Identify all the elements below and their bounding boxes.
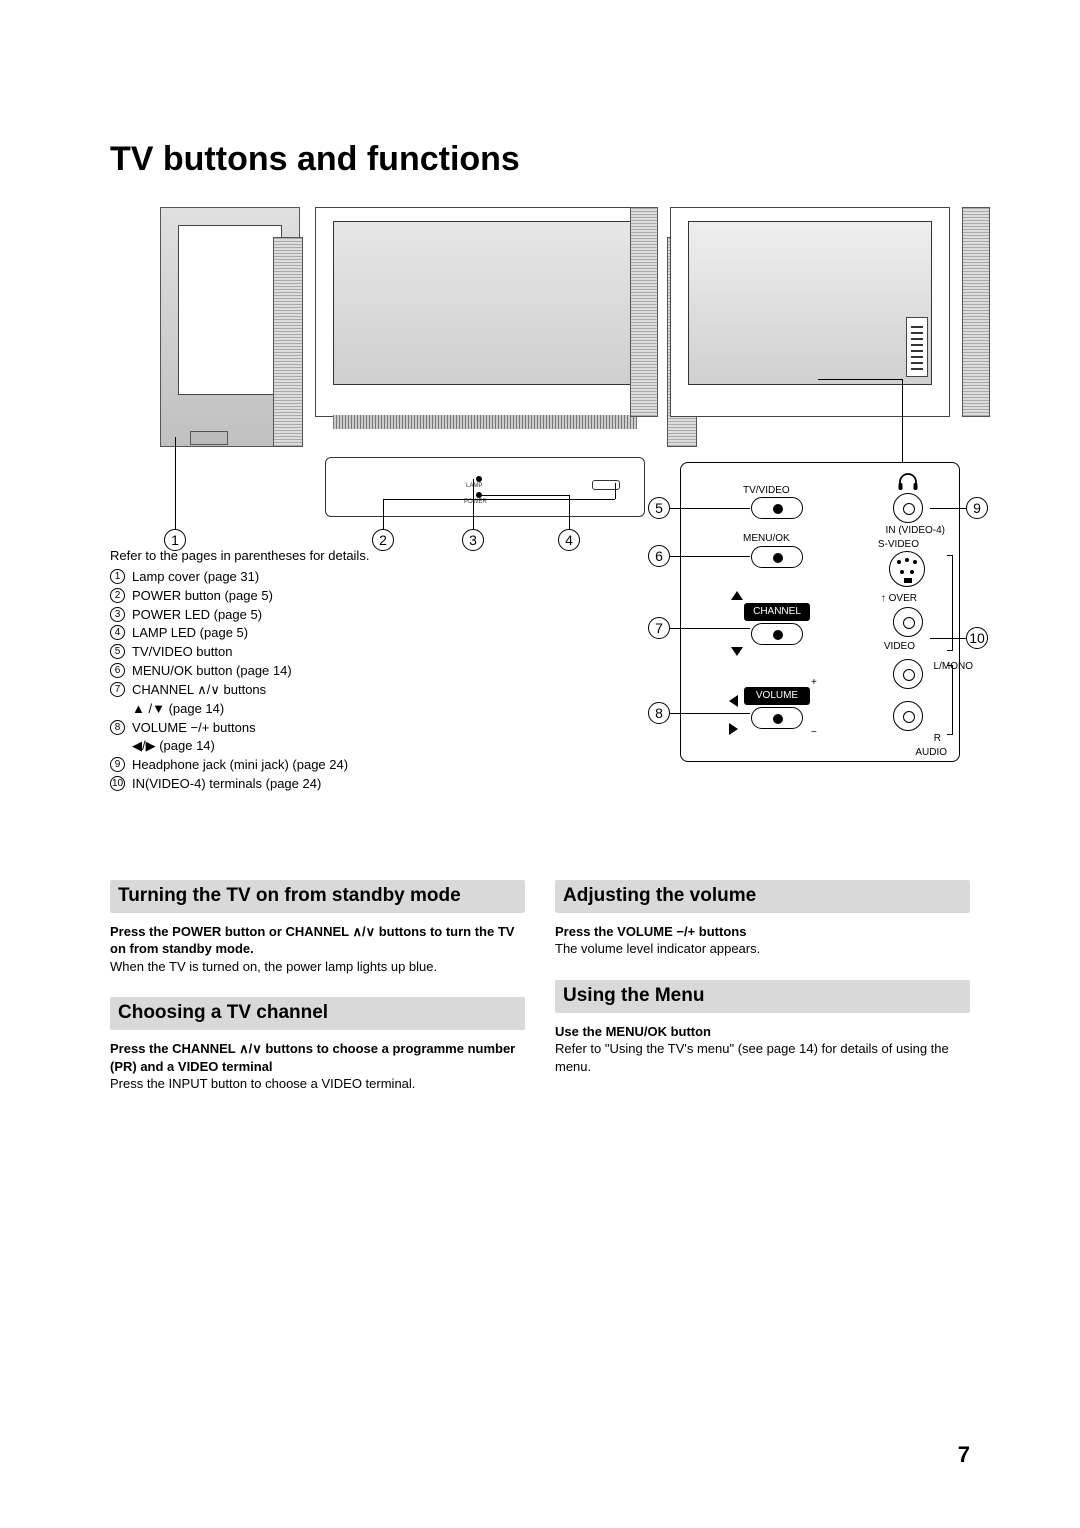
reference-number: 4 <box>110 625 125 640</box>
side-panel-detail: TV/VIDEO IN (VIDEO-4) MENU/OK S-VIDEO CH… <box>680 462 960 762</box>
callout-7: 7 <box>648 617 670 639</box>
reference-item: 9 Headphone jack (mini jack) (page 24) <box>110 756 570 775</box>
reference-text: POWER button (page 5) <box>132 588 273 603</box>
invideo4-label: IN (VIDEO-4) <box>886 525 945 536</box>
reference-number: 5 <box>110 644 125 659</box>
section-bold: Press the VOLUME −/+ buttons <box>555 923 970 941</box>
r-jack <box>893 701 923 731</box>
svideo-jack <box>889 551 925 587</box>
reference-item: 5 TV/VIDEO button <box>110 643 570 662</box>
reference-item: 7 CHANNEL ∧/∨ buttons▲ /▼ (page 14) <box>110 681 570 719</box>
page-number: 7 <box>958 1442 970 1468</box>
reference-item: 6 MENU/OK button (page 14) <box>110 662 570 681</box>
callout-8: 8 <box>648 702 670 724</box>
reference-number: 7 <box>110 682 125 697</box>
headphone-icon <box>897 471 919 493</box>
section-heading: Using the Menu <box>555 980 970 1013</box>
reference-intro: Refer to the pages in parentheses for de… <box>110 547 570 566</box>
reference-number: 8 <box>110 720 125 735</box>
tvvideo-label: TV/VIDEO <box>743 485 790 496</box>
section-volume: Adjusting the volume Press the VOLUME −/… <box>555 880 970 958</box>
volume-label: VOLUME <box>744 687 810 705</box>
reference-item: 3 POWER LED (page 5) <box>110 606 570 625</box>
section-bold: Press the CHANNEL ∧/∨ buttons to choose … <box>110 1040 525 1075</box>
reference-text: LAMP LED (page 5) <box>132 625 248 640</box>
section-heading: Turning the TV on from standby mode <box>110 880 525 913</box>
reference-text: Headphone jack (mini jack) (page 24) <box>132 757 348 772</box>
reference-list: Refer to the pages in parentheses for de… <box>110 547 570 794</box>
reference-number: 9 <box>110 757 125 772</box>
video-jack <box>893 607 923 637</box>
menuok-label: MENU/OK <box>743 533 790 544</box>
tv-center-illustration <box>315 207 655 447</box>
reference-number: 1 <box>110 569 125 584</box>
tv-right-illustration <box>670 207 950 447</box>
volume-button <box>751 707 803 729</box>
reference-text: CHANNEL ∧/∨ buttons▲ /▼ (page 14) <box>132 682 266 716</box>
video-label: VIDEO <box>884 641 915 652</box>
section-menu: Using the Menu Use the MENU/OK button Re… <box>555 980 970 1075</box>
reference-text: Lamp cover (page 31) <box>132 569 259 584</box>
svideo-label: S-VIDEO <box>878 539 919 550</box>
reference-item: 2 POWER button (page 5) <box>110 587 570 606</box>
figure-area: LAMP POWER 1 2 3 4 TV/VIDEO IN (VIDEO <box>110 207 970 777</box>
reference-item: 4 LAMP LED (page 5) <box>110 624 570 643</box>
reference-number: 6 <box>110 663 125 678</box>
reference-number: 3 <box>110 607 125 622</box>
lmono-label: L/MONO <box>934 661 973 672</box>
section-standby: Turning the TV on from standby mode Pres… <box>110 880 525 975</box>
over-label: ↑ OVER <box>881 593 917 604</box>
section-heading: Choosing a TV channel <box>110 997 525 1030</box>
section-channel: Choosing a TV channel Press the CHANNEL … <box>110 997 525 1092</box>
r-label: R <box>934 733 941 744</box>
callout-9: 9 <box>966 497 988 519</box>
section-body: Press the INPUT button to choose a VIDEO… <box>110 1075 525 1093</box>
front-panel-detail: LAMP POWER <box>325 457 645 517</box>
reference-text: POWER LED (page 5) <box>132 607 262 622</box>
section-heading: Adjusting the volume <box>555 880 970 913</box>
callout-5: 5 <box>648 497 670 519</box>
callout-6: 6 <box>648 545 670 567</box>
reference-text: TV/VIDEO button <box>132 644 232 659</box>
section-bold: Use the MENU/OK button <box>555 1023 970 1041</box>
reference-item: 10 IN(VIDEO-4) terminals (page 24) <box>110 775 570 794</box>
reference-number: 10 <box>110 776 125 791</box>
section-bold: Press the POWER button or CHANNEL ∧/∨ bu… <box>110 923 525 958</box>
reference-item: 8 VOLUME −/+ buttons◀/▶ (page 14) <box>110 719 570 757</box>
lmono-jack <box>893 659 923 689</box>
callout-10: 10 <box>966 627 988 649</box>
menuok-button <box>751 546 803 568</box>
channel-label: CHANNEL <box>744 603 810 621</box>
audio-label: AUDIO <box>915 747 947 758</box>
reference-text: MENU/OK button (page 14) <box>132 663 292 678</box>
tvvideo-button <box>751 497 803 519</box>
reference-number: 2 <box>110 588 125 603</box>
reference-text: IN(VIDEO-4) terminals (page 24) <box>132 776 321 791</box>
channel-button <box>751 623 803 645</box>
page-title: TV buttons and functions <box>110 140 970 179</box>
reference-text: VOLUME −/+ buttons◀/▶ (page 14) <box>132 720 256 754</box>
section-body: The volume level indicator appears. <box>555 940 970 958</box>
section-body: When the TV is turned on, the power lamp… <box>110 958 525 976</box>
lamp-label: LAMP <box>466 483 482 489</box>
headphone-jack <box>893 493 923 523</box>
section-body: Refer to "Using the TV's menu" (see page… <box>555 1040 970 1075</box>
reference-item: 1 Lamp cover (page 31) <box>110 568 570 587</box>
